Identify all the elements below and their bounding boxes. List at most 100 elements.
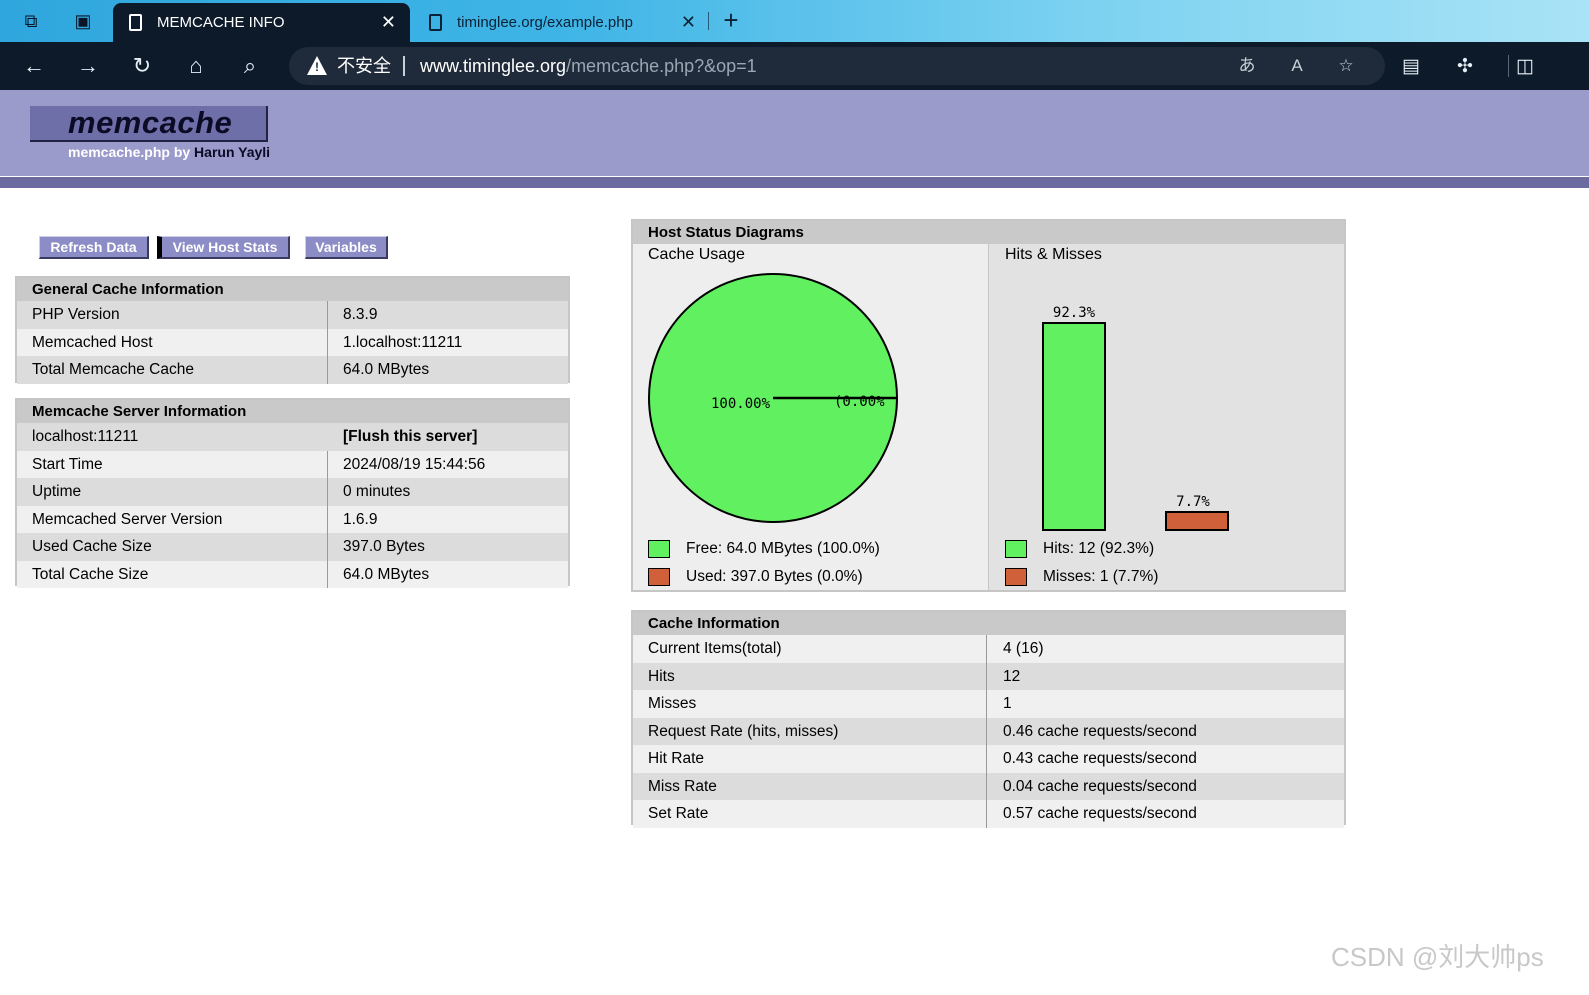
close-tab-icon[interactable]: ✕ — [380, 12, 396, 32]
row-key: Uptime — [32, 483, 82, 500]
row-value: 0.46 cache requests/second — [1003, 722, 1197, 740]
translate-icon[interactable]: あ — [1238, 56, 1256, 75]
column-divider — [327, 560, 328, 588]
browser-toolbar: ← → ↻ ⌂ ⌕ 不安全 www.timinglee.org/memcache… — [0, 42, 1589, 90]
close-tab-icon[interactable]: ✕ — [680, 12, 696, 32]
tab-separator — [708, 12, 709, 30]
row-key: Miss Rate — [648, 777, 717, 795]
row-value: 64.0 MBytes — [343, 361, 430, 378]
forward-icon[interactable]: → — [77, 53, 99, 78]
table-row: Total Memcache Cache 64.0 MBytes — [17, 356, 568, 384]
home-icon[interactable]: ⌂ — [189, 53, 203, 78]
favorite-star-icon[interactable]: ☆ — [1338, 56, 1354, 75]
page-icon — [129, 14, 142, 31]
table-title: Cache Information — [633, 612, 1344, 635]
author-name: Harun Yayli — [194, 144, 271, 160]
server-host: localhost:11211 — [32, 428, 139, 445]
bar-hits-label: 92.3% — [1053, 305, 1096, 321]
cache-info-table: Cache Information Current Items(total) 4… — [631, 610, 1346, 828]
flush-server-link[interactable]: [Flush this server] — [343, 428, 478, 445]
row-value: 0 minutes — [343, 483, 411, 500]
row-key: Memcached Host — [32, 333, 153, 351]
row-value: 4 (16) — [1003, 640, 1044, 657]
cache-usage-panel: Cache Usage 100.00% (0.00% Free: 64.0 MB… — [633, 244, 989, 590]
bar-misses — [1165, 511, 1229, 531]
row-key: Set Rate — [648, 805, 709, 822]
legend-misses-text: Misses: 1 (7.7%) — [1043, 568, 1159, 585]
reload-icon[interactable]: ↻ — [132, 53, 152, 78]
warning-icon[interactable] — [307, 56, 327, 75]
collections-icon[interactable]: ▤ — [1402, 56, 1420, 77]
table-title: Memcache Server Information — [17, 400, 568, 423]
row-key: Misses — [648, 695, 697, 712]
column-divider — [986, 635, 987, 663]
hits-misses-bar-chart: 92.3% 7.7% — [1042, 305, 1229, 531]
search-icon[interactable]: ⌕ — [243, 53, 257, 78]
server-info-table: Memcache Server Information localhost:11… — [15, 398, 570, 588]
column-divider — [986, 772, 987, 800]
logo-subtitle: memcache.php by Harun Yayli — [68, 144, 270, 160]
table-row: Set Rate 0.57 cache requests/second — [633, 800, 1344, 828]
logo-box: memcache — [30, 106, 268, 142]
variables-button[interactable]: Variables — [305, 236, 388, 259]
row-value: 397.0 Bytes — [343, 538, 425, 555]
hits-misses-panel: Hits & Misses 92.3% 7.7% Hits: 12 (92.3%… — [990, 244, 1344, 590]
legend-used-text: Used: 397.0 Bytes (0.0%) — [686, 568, 863, 585]
table-row: Miss Rate 0.04 cache requests/second — [633, 772, 1344, 800]
tab-label: timinglee.org/example.php — [457, 14, 633, 31]
table-row: Hit Rate 0.43 cache requests/second — [633, 745, 1344, 773]
legend-hits-text: Hits: 12 (92.3%) — [1043, 540, 1155, 557]
legend-swatch-hits — [1005, 540, 1027, 558]
back-icon[interactable]: ← — [23, 53, 45, 78]
column-divider — [327, 505, 328, 533]
tab-bar: ⧉ ▣ MEMCACHE INFO ✕ timinglee.org/exampl… — [0, 0, 1589, 42]
column-divider — [986, 800, 987, 828]
refresh-data-button[interactable]: Refresh Data — [39, 236, 149, 259]
tab-example-php[interactable]: timinglee.org/example.php ✕ — [413, 3, 710, 42]
column-divider — [986, 717, 987, 745]
workspaces-icon[interactable]: ⧉ — [24, 11, 38, 31]
table-row: Uptime 0 minutes — [17, 478, 568, 506]
view-host-stats-button[interactable]: View Host Stats — [157, 236, 290, 259]
legend-swatch-free — [648, 540, 670, 558]
new-tab-button[interactable]: + — [723, 5, 739, 35]
tab-actions-icon[interactable]: ▣ — [74, 11, 92, 31]
row-value: 1.6.9 — [343, 510, 378, 528]
pie-free-label: 100.00% — [711, 396, 771, 412]
row-value: 2024/08/19 15:44:56 — [343, 455, 486, 473]
cache-usage-pie: 100.00% (0.00% — [648, 273, 898, 523]
url-text[interactable]: www.timinglee.org/memcache.php?&op=1 — [420, 47, 757, 85]
header-divider — [0, 177, 1589, 188]
extensions-icon[interactable]: ✣ — [1457, 56, 1473, 77]
row-value: 64.0 MBytes — [343, 565, 430, 583]
split-screen-icon[interactable]: ◫ — [1516, 56, 1534, 77]
legend-swatch-used — [648, 568, 670, 586]
row-key: Hit Rate — [648, 750, 704, 767]
table-row: Used Cache Size 397.0 Bytes — [17, 533, 568, 561]
table-row: localhost:11211 [Flush this server] — [17, 423, 568, 451]
row-value: 0.57 cache requests/second — [1003, 805, 1197, 822]
row-key: Total Cache Size — [32, 565, 149, 583]
logo-text: memcache — [68, 105, 233, 140]
address-bar[interactable]: 不安全 www.timinglee.org/memcache.php?&op=1… — [289, 47, 1385, 85]
tab-memcache-info[interactable]: MEMCACHE INFO ✕ — [113, 3, 410, 42]
table-row: Total Cache Size 64.0 MBytes — [17, 560, 568, 588]
row-value: 1 — [1003, 695, 1012, 712]
table-row: Hits 12 — [633, 662, 1344, 690]
column-divider — [986, 690, 987, 718]
table-row: Memcached Host 1.localhost:11211 — [17, 328, 568, 356]
url-host: www.timinglee.org — [420, 56, 567, 76]
column-divider — [327, 356, 328, 384]
column-divider — [327, 450, 328, 478]
security-label[interactable]: 不安全 — [337, 56, 391, 76]
row-key: Memcached Server Version — [32, 510, 223, 528]
toolbar-separator — [1508, 55, 1509, 77]
row-key: Request Rate (hits, misses) — [648, 722, 839, 740]
hits-misses-label: Hits & Misses — [1005, 246, 1102, 263]
row-key: Start Time — [32, 455, 103, 473]
url-path: /memcache.php?&op=1 — [566, 56, 757, 76]
tab-label: MEMCACHE INFO — [157, 14, 285, 31]
row-value: 0.04 cache requests/second — [1003, 777, 1197, 795]
read-aloud-icon[interactable]: A — [1291, 56, 1303, 75]
column-divider — [327, 478, 328, 506]
